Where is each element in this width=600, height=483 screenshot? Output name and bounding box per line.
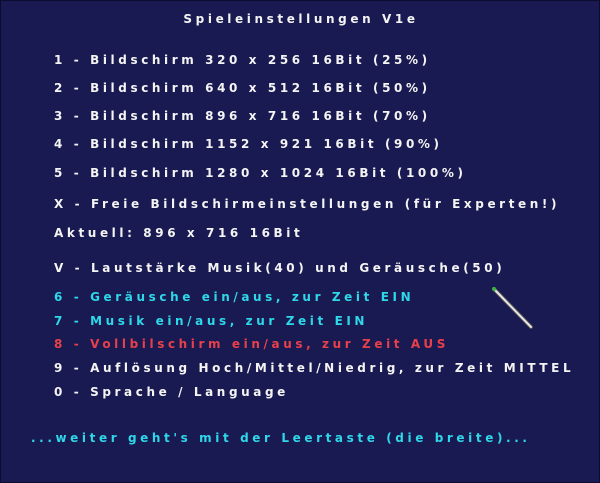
menu-item-fullscreen-toggle[interactable]: 8 - Vollbilschirm ein/aus, zur Zeit AUS bbox=[54, 337, 450, 351]
menu-item-volume[interactable]: V - Lautstärke Musik(40) und Geräusche(5… bbox=[54, 261, 506, 275]
continue-prompt: ...weiter geht's mit der Leertaste (die … bbox=[31, 431, 531, 445]
menu-item-resolution-1[interactable]: 1 - Bildschirm 320 x 256 16Bit (25%) bbox=[54, 53, 431, 67]
menu-item-resolution-3[interactable]: 3 - Bildschirm 896 x 716 16Bit (70%) bbox=[54, 109, 431, 123]
menu-item-quality[interactable]: 9 - Auflösung Hoch/Mittel/Niedrig, zur Z… bbox=[54, 361, 575, 375]
menu-item-resolution-4[interactable]: 4 - Bildschirm 1152 x 921 16Bit (90%) bbox=[54, 137, 443, 151]
menu-item-resolution-5[interactable]: 5 - Bildschirm 1280 x 1024 16Bit (100%) bbox=[54, 166, 467, 180]
menu-item-language[interactable]: 0 - Sprache / Language bbox=[54, 385, 289, 399]
menu-item-music-toggle[interactable]: 7 - Musik ein/aus, zur Zeit EIN bbox=[54, 314, 369, 328]
page-title: Spieleinstellungen V1e bbox=[183, 12, 419, 26]
current-resolution: Aktuell: 896 x 716 16Bit bbox=[54, 226, 304, 240]
menu-item-resolution-2[interactable]: 2 - Bildschirm 640 x 512 16Bit (50%) bbox=[54, 81, 431, 95]
menu-item-sound-toggle[interactable]: 6 - Geräusche ein/aus, zur Zeit EIN bbox=[54, 290, 415, 304]
menu-item-custom-resolution[interactable]: X - Freie Bildschirmeinstellungen (für E… bbox=[54, 197, 561, 211]
magic-wand-icon bbox=[492, 287, 533, 329]
